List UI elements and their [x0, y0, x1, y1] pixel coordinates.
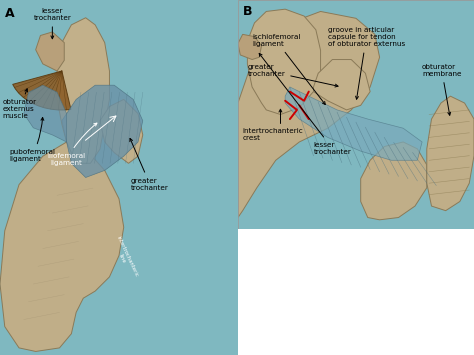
- Text: iliofemoral
ligament: iliofemoral ligament: [47, 123, 97, 166]
- Text: A: A: [5, 7, 14, 20]
- Polygon shape: [285, 87, 422, 160]
- Text: intertrochanteric
line: intertrochanteric line: [110, 235, 139, 280]
- Text: ischiofemoral
ligament: ischiofemoral ligament: [252, 34, 325, 105]
- Polygon shape: [62, 85, 143, 178]
- Text: groove in articular
capsule for tendon
of obturator externus: groove in articular capsule for tendon o…: [328, 27, 405, 99]
- Polygon shape: [238, 11, 380, 218]
- Polygon shape: [13, 71, 71, 110]
- Text: obturator
externus
muscle: obturator externus muscle: [2, 89, 36, 119]
- Text: lesser
trochanter: lesser trochanter: [33, 8, 71, 39]
- Polygon shape: [238, 34, 262, 60]
- Text: obturator
membrane: obturator membrane: [422, 64, 462, 115]
- Text: B: B: [243, 5, 252, 18]
- Text: pubofemoral
ligament: pubofemoral ligament: [9, 118, 55, 162]
- Polygon shape: [24, 85, 67, 142]
- Polygon shape: [427, 96, 474, 211]
- Polygon shape: [313, 60, 370, 110]
- Polygon shape: [247, 9, 320, 114]
- Text: intertrochanteric
crest: intertrochanteric crest: [243, 109, 303, 141]
- Polygon shape: [361, 142, 427, 220]
- Text: greater
trochanter: greater trochanter: [247, 64, 338, 87]
- Polygon shape: [57, 18, 109, 163]
- Polygon shape: [36, 32, 64, 71]
- Polygon shape: [0, 142, 124, 351]
- Text: lesser
trochanter: lesser trochanter: [259, 54, 351, 155]
- Polygon shape: [100, 99, 143, 163]
- Bar: [238, 229, 474, 355]
- Text: greater
trochanter: greater trochanter: [130, 138, 169, 191]
